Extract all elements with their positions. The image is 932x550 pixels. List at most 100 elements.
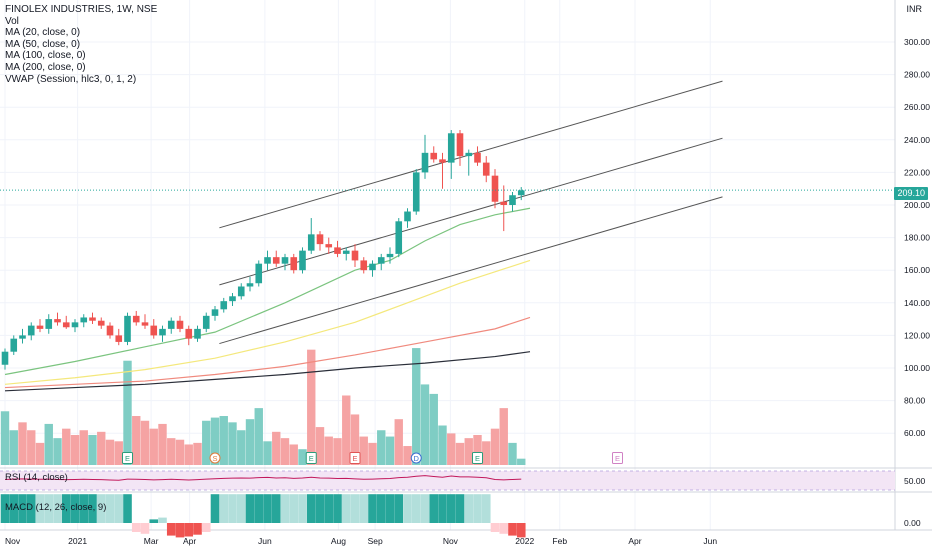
candle [255,260,263,287]
candle [36,319,44,333]
candle-body [334,247,341,254]
time-tick-label: 2021 [68,536,87,546]
last-price-badge: 209.10 [894,187,928,200]
candle-body [299,250,306,271]
price-tick-label: 280.00 [904,70,930,80]
candle [412,169,420,215]
candle [62,315,70,329]
rsi-band [0,471,895,490]
macd-histogram-bar [158,517,167,523]
legend-ma50[interactable]: MA (50, close, 0) [5,38,81,50]
macd-histogram-bar [123,494,132,523]
earnings-marker[interactable]: E [349,452,361,464]
legend-vwap[interactable]: VWAP (Session, hlc3, 0, 1, 2) [5,73,137,85]
candle [132,310,140,326]
macd-histogram-bar [193,523,202,535]
volume-bar [403,446,412,465]
macd-histogram-bar [18,494,27,523]
volume-bar [237,430,246,465]
volume-bar [447,433,456,465]
macd-histogram-bar [245,494,255,523]
volume-bar [324,436,333,465]
candle-body [465,152,473,157]
ma20-line [4,207,531,376]
candle-body [264,257,271,264]
macd-histogram-bar [184,523,194,537]
macd-histogram-bar [26,494,36,523]
legend-ma200[interactable]: MA (200, close, 0) [5,61,86,73]
ma50-line [4,259,531,385]
time-tick-label: Jun [703,536,717,546]
split-marker[interactable]: S [209,452,221,464]
macd-histogram-bar [481,494,491,523]
macd-histogram-bar [114,494,124,523]
volume-bar [289,444,298,465]
volume-bar [88,434,97,465]
price-tick-label: 60.00 [904,428,926,438]
earnings-marker[interactable]: E [122,452,133,464]
ma100-line [4,316,531,389]
dividend-marker[interactable]: D [410,452,422,464]
earnings-marker[interactable]: E [472,452,483,464]
candle-body [19,335,26,339]
time-tick-label: Sep [368,536,383,546]
time-tick-label: Nov [5,536,21,546]
candle-body [255,263,263,284]
candle [439,152,446,189]
macd-histogram-bar [53,494,62,523]
candle-body [316,234,324,245]
volume-bar [53,438,62,465]
legend-volume[interactable]: Vol [5,15,19,27]
rsi-label[interactable]: RSI (14, close) [5,472,68,483]
candle [369,260,376,277]
volume-bar [44,423,53,465]
candle [246,276,254,292]
legend-ma100[interactable]: MA (100, close, 0) [5,50,86,62]
marker-label: D [414,454,420,463]
macd-histogram-bar [131,523,141,532]
candle-body [430,152,438,160]
macd-histogram-bar [254,494,264,523]
macd-histogram-bar [166,523,176,536]
candle [290,253,298,274]
candle-body [325,244,333,248]
candle [1,348,9,370]
candle [509,191,516,212]
time-tick-label: Jun [258,536,272,546]
candle [395,218,403,258]
candle [421,134,429,179]
candle-body [290,257,298,271]
candle-body [447,133,455,163]
macd-histogram-bar [88,494,97,523]
candle [80,314,88,328]
macd-histogram-bar [350,494,360,523]
volume-bar [254,408,263,465]
earnings-marker[interactable]: E [305,452,317,464]
macd-histogram-bar [385,494,395,523]
candle-body [395,221,403,254]
macd-histogram-bar [333,494,342,523]
volume-bar [114,441,123,465]
macd-histogram-bar [175,523,185,538]
candle-body [351,250,359,261]
macd-histogram-bar [306,494,316,523]
volume-bar [438,425,447,465]
macd-label[interactable]: MACD (12, 26, close, 9) [5,502,107,513]
candle [272,250,280,267]
price-tick-label: 300.00 [904,37,930,47]
candle [456,130,464,166]
macd-histogram-bar [411,494,421,523]
candle [465,149,473,176]
macd-histogram-bar [473,494,482,523]
volume-bar [175,439,185,465]
macd-histogram-bar [464,494,474,523]
rsi-line [4,475,522,481]
ma200-line [4,351,531,392]
macd-tick-label: 0.00 [904,518,921,528]
legend-ma20[interactable]: MA (20, close, 0) [5,27,81,39]
time-tick-label: Aug [331,536,346,546]
volume-bar [263,441,272,465]
candle [97,317,105,329]
earnings-marker[interactable]: E [612,452,623,464]
